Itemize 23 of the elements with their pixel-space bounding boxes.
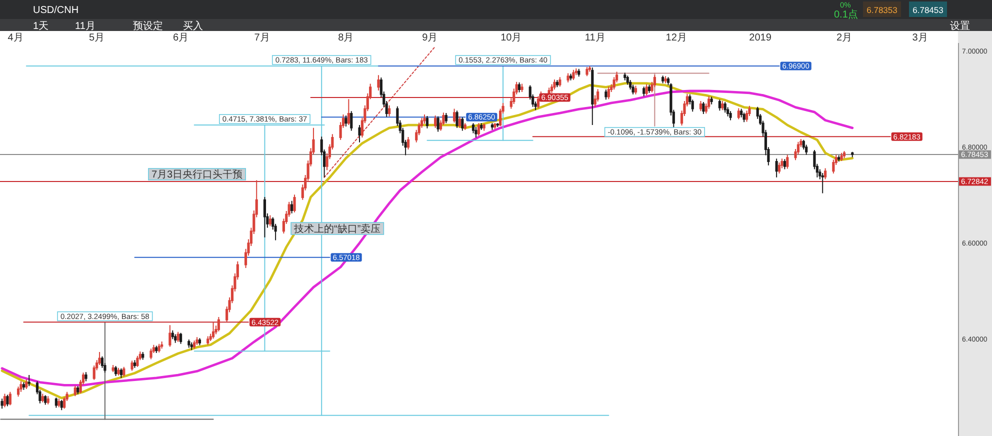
- text: 预设定: [133, 20, 163, 32]
- annotation: 7月3日央行口头干预: [151, 168, 243, 181]
- x-tick-label: 12月: [666, 32, 687, 44]
- text: 6.78353: [866, 5, 898, 15]
- x-tick-label: 7月: [254, 32, 270, 44]
- text: 6.78453: [912, 5, 944, 15]
- x-tick-label: 10月: [500, 32, 522, 44]
- text: 1天: [33, 21, 49, 32]
- x-tick-label: 6月: [172, 32, 189, 44]
- chart-title: USD/CNH: [33, 5, 79, 16]
- x-tick-label: 2月: [836, 32, 852, 44]
- text: 0.1点: [834, 8, 858, 20]
- x-tick-label: 8月: [338, 32, 354, 44]
- x-tick-label: 3月: [912, 32, 928, 44]
- text: 设置: [950, 20, 970, 32]
- x-tick-label: 9月: [422, 32, 438, 44]
- x-tick-label: 11月: [584, 32, 606, 44]
- annotation: 技术上的“缺口”卖压: [293, 223, 381, 235]
- x-tick-label: 2019: [749, 32, 772, 44]
- text: 买入: [183, 20, 203, 32]
- x-tick-label: 5月: [89, 32, 105, 44]
- text: 11月: [75, 21, 96, 32]
- x-tick-label: 4月: [8, 32, 24, 44]
